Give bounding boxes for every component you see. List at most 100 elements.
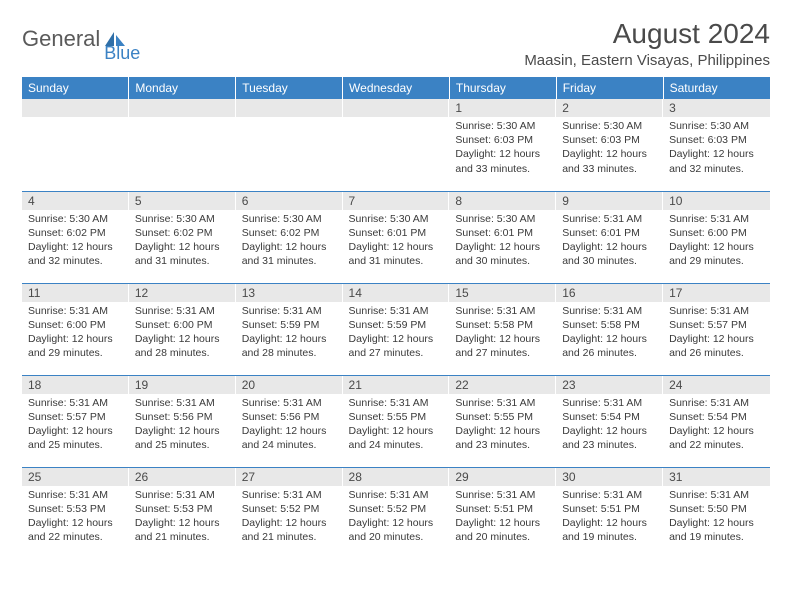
day-content: Sunrise: 5:30 AMSunset: 6:03 PMDaylight:… [556, 117, 663, 180]
day-number: 27 [236, 468, 343, 486]
sunrise-line: Sunrise: 5:31 AM [669, 212, 764, 226]
sunrise-line: Sunrise: 5:30 AM [242, 212, 337, 226]
daylight-line: Daylight: 12 hours and 31 minutes. [135, 240, 230, 268]
day-number: 18 [22, 376, 129, 394]
calendar-day-cell: 4Sunrise: 5:30 AMSunset: 6:02 PMDaylight… [22, 191, 129, 283]
calendar-day-cell: 2Sunrise: 5:30 AMSunset: 6:03 PMDaylight… [556, 99, 663, 191]
calendar-day-cell: 14Sunrise: 5:31 AMSunset: 5:59 PMDayligh… [343, 283, 450, 375]
day-number [343, 99, 450, 117]
sunrise-line: Sunrise: 5:31 AM [455, 304, 550, 318]
day-number: 12 [129, 284, 236, 302]
daylight-line: Daylight: 12 hours and 25 minutes. [135, 424, 230, 452]
sunset-line: Sunset: 5:51 PM [562, 502, 657, 516]
sunset-line: Sunset: 5:55 PM [349, 410, 444, 424]
sunrise-line: Sunrise: 5:31 AM [455, 396, 550, 410]
sunrise-line: Sunrise: 5:31 AM [562, 488, 657, 502]
day-number: 22 [449, 376, 556, 394]
day-number: 30 [556, 468, 663, 486]
sunrise-line: Sunrise: 5:31 AM [669, 488, 764, 502]
daylight-line: Daylight: 12 hours and 20 minutes. [349, 516, 444, 544]
calendar-day-cell: 23Sunrise: 5:31 AMSunset: 5:54 PMDayligh… [556, 375, 663, 467]
calendar-day-cell: 27Sunrise: 5:31 AMSunset: 5:52 PMDayligh… [236, 467, 343, 559]
logo-text-general: General [22, 26, 100, 52]
daylight-line: Daylight: 12 hours and 32 minutes. [669, 147, 764, 175]
sunrise-line: Sunrise: 5:30 AM [135, 212, 230, 226]
sunset-line: Sunset: 6:01 PM [562, 226, 657, 240]
day-number: 13 [236, 284, 343, 302]
sunset-line: Sunset: 5:50 PM [669, 502, 764, 516]
day-number: 21 [343, 376, 450, 394]
header: General Blue August 2024 Maasin, Eastern… [22, 18, 770, 69]
day-number: 17 [663, 284, 770, 302]
day-number: 5 [129, 192, 236, 210]
sunrise-line: Sunrise: 5:31 AM [135, 488, 230, 502]
daylight-line: Daylight: 12 hours and 28 minutes. [242, 332, 337, 360]
daylight-line: Daylight: 12 hours and 23 minutes. [455, 424, 550, 452]
calendar-week-row: 11Sunrise: 5:31 AMSunset: 6:00 PMDayligh… [22, 283, 770, 375]
calendar-day-cell: 22Sunrise: 5:31 AMSunset: 5:55 PMDayligh… [449, 375, 556, 467]
weekday-header: Saturday [663, 77, 770, 99]
sunrise-line: Sunrise: 5:31 AM [28, 488, 123, 502]
sunrise-line: Sunrise: 5:30 AM [562, 119, 657, 133]
calendar-table: SundayMondayTuesdayWednesdayThursdayFrid… [22, 77, 770, 559]
daylight-line: Daylight: 12 hours and 24 minutes. [349, 424, 444, 452]
sunrise-line: Sunrise: 5:31 AM [349, 396, 444, 410]
daylight-line: Daylight: 12 hours and 25 minutes. [28, 424, 123, 452]
daylight-line: Daylight: 12 hours and 27 minutes. [349, 332, 444, 360]
sunset-line: Sunset: 6:03 PM [562, 133, 657, 147]
sunrise-line: Sunrise: 5:31 AM [242, 488, 337, 502]
day-content: Sunrise: 5:31 AMSunset: 6:00 PMDaylight:… [129, 302, 236, 365]
calendar-day-cell: 28Sunrise: 5:31 AMSunset: 5:52 PMDayligh… [343, 467, 450, 559]
calendar-week-row: 25Sunrise: 5:31 AMSunset: 5:53 PMDayligh… [22, 467, 770, 559]
sunrise-line: Sunrise: 5:31 AM [562, 396, 657, 410]
daylight-line: Daylight: 12 hours and 29 minutes. [669, 240, 764, 268]
day-number: 1 [449, 99, 556, 117]
day-number: 11 [22, 284, 129, 302]
calendar-day-cell [236, 99, 343, 191]
daylight-line: Daylight: 12 hours and 19 minutes. [562, 516, 657, 544]
calendar-day-cell: 17Sunrise: 5:31 AMSunset: 5:57 PMDayligh… [663, 283, 770, 375]
day-number [236, 99, 343, 117]
sunrise-line: Sunrise: 5:31 AM [242, 304, 337, 318]
sunset-line: Sunset: 6:01 PM [455, 226, 550, 240]
sunset-line: Sunset: 5:51 PM [455, 502, 550, 516]
sunrise-line: Sunrise: 5:31 AM [669, 304, 764, 318]
sunset-line: Sunset: 5:52 PM [349, 502, 444, 516]
weekday-header: Sunday [22, 77, 129, 99]
daylight-line: Daylight: 12 hours and 22 minutes. [28, 516, 123, 544]
daylight-line: Daylight: 12 hours and 33 minutes. [455, 147, 550, 175]
sunset-line: Sunset: 5:56 PM [242, 410, 337, 424]
day-content: Sunrise: 5:30 AMSunset: 6:02 PMDaylight:… [22, 210, 129, 273]
day-number: 29 [449, 468, 556, 486]
day-number [129, 99, 236, 117]
daylight-line: Daylight: 12 hours and 31 minutes. [349, 240, 444, 268]
day-number: 15 [449, 284, 556, 302]
day-number: 25 [22, 468, 129, 486]
sunrise-line: Sunrise: 5:31 AM [669, 396, 764, 410]
calendar-day-cell [129, 99, 236, 191]
calendar-body: 1Sunrise: 5:30 AMSunset: 6:03 PMDaylight… [22, 99, 770, 559]
day-content: Sunrise: 5:31 AMSunset: 6:00 PMDaylight:… [22, 302, 129, 365]
weekday-header: Thursday [449, 77, 556, 99]
day-content: Sunrise: 5:30 AMSunset: 6:02 PMDaylight:… [236, 210, 343, 273]
calendar-day-cell: 25Sunrise: 5:31 AMSunset: 5:53 PMDayligh… [22, 467, 129, 559]
calendar-head: SundayMondayTuesdayWednesdayThursdayFrid… [22, 77, 770, 99]
calendar-week-row: 1Sunrise: 5:30 AMSunset: 6:03 PMDaylight… [22, 99, 770, 191]
day-content: Sunrise: 5:30 AMSunset: 6:01 PMDaylight:… [343, 210, 450, 273]
sunset-line: Sunset: 5:53 PM [135, 502, 230, 516]
calendar-week-row: 4Sunrise: 5:30 AMSunset: 6:02 PMDaylight… [22, 191, 770, 283]
day-number: 7 [343, 192, 450, 210]
day-content: Sunrise: 5:30 AMSunset: 6:03 PMDaylight:… [663, 117, 770, 180]
calendar-day-cell: 18Sunrise: 5:31 AMSunset: 5:57 PMDayligh… [22, 375, 129, 467]
day-content: Sunrise: 5:31 AMSunset: 5:52 PMDaylight:… [236, 486, 343, 549]
logo: General Blue [22, 26, 140, 52]
calendar-day-cell: 12Sunrise: 5:31 AMSunset: 6:00 PMDayligh… [129, 283, 236, 375]
day-content: Sunrise: 5:31 AMSunset: 5:54 PMDaylight:… [556, 394, 663, 457]
day-content: Sunrise: 5:30 AMSunset: 6:03 PMDaylight:… [449, 117, 556, 180]
daylight-line: Daylight: 12 hours and 26 minutes. [669, 332, 764, 360]
day-content: Sunrise: 5:31 AMSunset: 6:00 PMDaylight:… [663, 210, 770, 273]
sunset-line: Sunset: 5:52 PM [242, 502, 337, 516]
calendar-day-cell: 26Sunrise: 5:31 AMSunset: 5:53 PMDayligh… [129, 467, 236, 559]
daylight-line: Daylight: 12 hours and 21 minutes. [135, 516, 230, 544]
daylight-line: Daylight: 12 hours and 22 minutes. [669, 424, 764, 452]
